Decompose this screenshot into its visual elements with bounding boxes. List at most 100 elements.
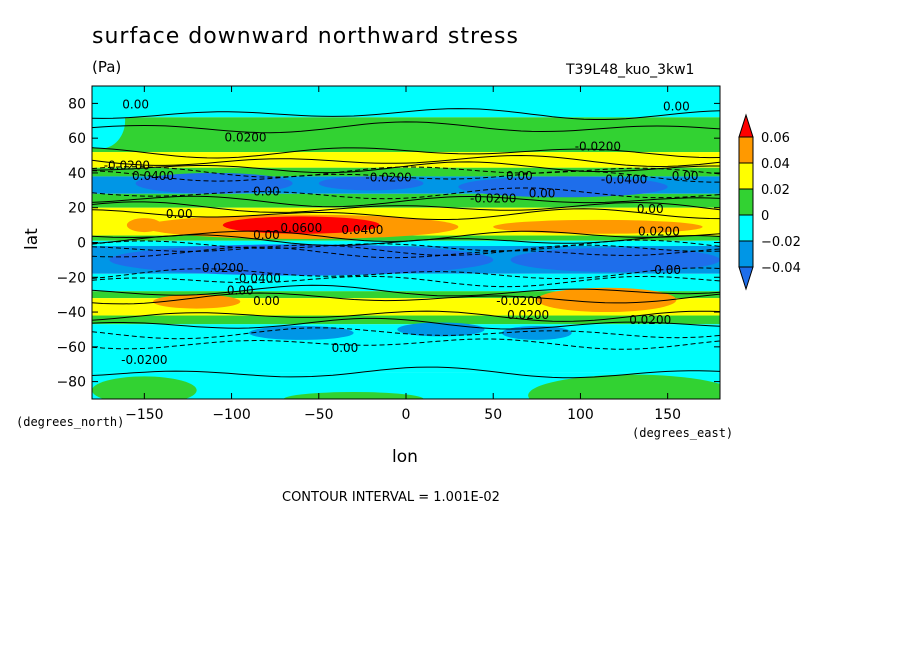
contour-label: 0.0200 bbox=[629, 313, 671, 327]
colorbar-label: 0.06 bbox=[761, 131, 790, 146]
contour-line bbox=[92, 108, 720, 120]
colorbar-label: 0 bbox=[761, 209, 769, 224]
colorbar-swatch bbox=[738, 240, 754, 268]
contour-band bbox=[92, 117, 720, 153]
contour-label: 0.0200 bbox=[225, 131, 267, 145]
contour-label: 0.00 bbox=[122, 98, 149, 112]
contour-interval: CONTOUR INTERVAL = 1.001E-02 bbox=[282, 490, 500, 505]
colorbar-label: −0.02 bbox=[761, 235, 801, 250]
contour-band bbox=[92, 291, 720, 299]
x-tick-label: −150 bbox=[125, 407, 163, 423]
y-unit-label: (degrees_north) bbox=[16, 415, 125, 429]
contour-line bbox=[92, 327, 720, 340]
contour-region bbox=[153, 294, 241, 309]
contour-label: 0.0200 bbox=[638, 225, 680, 239]
contour-line bbox=[92, 161, 720, 174]
contour-region bbox=[528, 374, 720, 399]
contour-label: -0.0200 bbox=[496, 294, 542, 308]
contour-label: 0.0200 bbox=[507, 308, 549, 322]
x-tick-label: −100 bbox=[212, 407, 250, 423]
contour-region bbox=[92, 92, 126, 149]
contour-line bbox=[92, 208, 720, 220]
y-tick-label: 40 bbox=[68, 166, 86, 182]
contour-label: -0.0200 bbox=[104, 158, 150, 172]
contour-band bbox=[92, 235, 720, 241]
contour-label: -0.0200 bbox=[121, 353, 167, 367]
y-tick-label: 20 bbox=[68, 201, 86, 217]
y-tick-label: −40 bbox=[56, 305, 86, 321]
contour-line bbox=[92, 154, 720, 168]
chart-units: (Pa) bbox=[92, 58, 122, 76]
contour-band bbox=[92, 167, 720, 177]
colorbar-bottom-arrow bbox=[738, 266, 754, 291]
contour-line bbox=[92, 187, 720, 200]
contour-label: -0.0400 bbox=[601, 172, 647, 186]
contour-region bbox=[501, 325, 572, 340]
contour-line bbox=[92, 170, 720, 183]
contour-fills bbox=[92, 86, 720, 399]
x-axis-label: lon bbox=[392, 447, 418, 467]
chart-title: surface downward northward stress bbox=[92, 24, 519, 49]
contour-label: 0.00 bbox=[332, 341, 359, 355]
contour-line bbox=[92, 201, 720, 213]
contour-region bbox=[92, 376, 197, 399]
y-tick-label: −20 bbox=[56, 270, 86, 286]
contour-region bbox=[458, 176, 668, 198]
contour-label: 0.0400 bbox=[132, 169, 174, 183]
contour-line bbox=[92, 284, 720, 297]
contour-line bbox=[92, 267, 720, 280]
contour-label: 0.00 bbox=[166, 207, 193, 221]
contour-region bbox=[249, 325, 354, 340]
y-axis-label: lat bbox=[22, 228, 42, 250]
contour-line bbox=[92, 275, 720, 288]
contour-label: -0.0200 bbox=[365, 171, 411, 185]
y-tick-label: −60 bbox=[56, 340, 86, 356]
x-unit-label: (degrees_east) bbox=[632, 426, 734, 440]
contour-label: 0.00 bbox=[253, 228, 280, 242]
colorbar-swatch bbox=[738, 188, 754, 216]
contour-line bbox=[92, 246, 720, 259]
contour-region bbox=[318, 176, 424, 191]
contour-label: 0.0200 bbox=[202, 261, 244, 275]
y-tick-label: 0 bbox=[77, 236, 86, 252]
colorbar-swatch bbox=[738, 214, 754, 242]
contour-region bbox=[135, 172, 293, 194]
contour-label: 0.00 bbox=[637, 202, 664, 216]
contour-line bbox=[92, 147, 720, 159]
colorbar-swatch bbox=[738, 136, 754, 164]
contour-region bbox=[536, 287, 677, 313]
contour-label: 0.00 bbox=[672, 169, 699, 183]
contour-region bbox=[179, 86, 703, 104]
contour-label: 0.0400 bbox=[341, 223, 383, 237]
contour-line bbox=[92, 121, 720, 134]
colorbar-label: 0.02 bbox=[761, 183, 790, 198]
colorbar-label: 0.04 bbox=[761, 157, 790, 172]
x-tick-label: 50 bbox=[484, 407, 502, 423]
x-tick-label: 150 bbox=[654, 407, 681, 423]
contour-label: 0.00 bbox=[663, 99, 690, 113]
contour-label: 0.00 bbox=[227, 284, 254, 298]
contour-label: -0.0200 bbox=[470, 192, 516, 206]
contour-label: 0.00 bbox=[654, 263, 681, 277]
y-tick-label: 60 bbox=[68, 131, 86, 147]
contour-region bbox=[493, 219, 703, 234]
contour-region bbox=[222, 216, 380, 234]
y-tick-label: 80 bbox=[68, 96, 86, 112]
y-tick-label: −80 bbox=[56, 375, 86, 391]
contour-line bbox=[92, 292, 720, 305]
contour-line bbox=[92, 310, 720, 322]
contour-line bbox=[92, 166, 720, 178]
dataset-name: T39L48_kuo_3kw1 bbox=[566, 62, 695, 78]
x-tick-label: 0 bbox=[402, 407, 411, 423]
contour-label: 0.00 bbox=[253, 294, 280, 308]
colorbar-label: −0.04 bbox=[761, 261, 801, 276]
colorbar-swatch bbox=[738, 162, 754, 190]
contour-line bbox=[92, 366, 720, 379]
contour-line bbox=[92, 317, 720, 330]
contour-label: -0.0200 bbox=[575, 139, 621, 153]
contour-label: 0.00 bbox=[506, 169, 533, 183]
y-axis: 80 60 40 20 0 −20 −40 −60 −80 bbox=[56, 96, 720, 391]
